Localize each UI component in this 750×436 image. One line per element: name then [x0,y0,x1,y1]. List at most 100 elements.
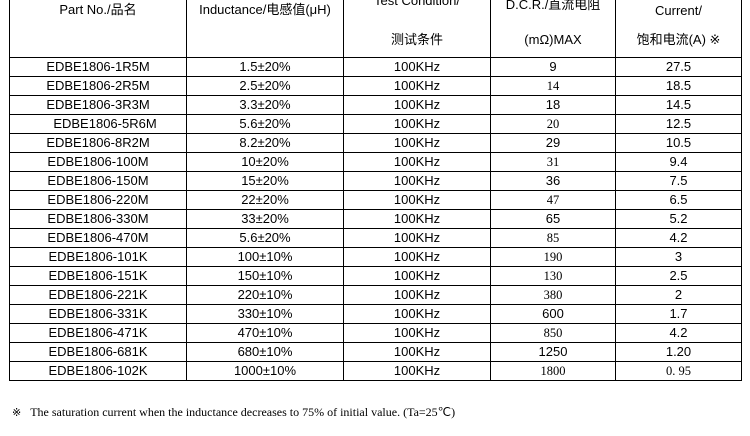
col-header-part-no-label: Part No./品名 [59,2,137,17]
col-header-inductance-label: Inductance/电感值(μH) [199,2,331,17]
test-condition-cell: 100KHz [343,361,491,381]
current-cell: 14.5 [615,95,742,115]
table-row: EDBE1806-2R5M 2.5±20% 100KHz 14 18.5 [9,76,742,96]
inductance-cell: 33±20% [186,209,344,229]
dcr-cell: 29 [490,133,616,153]
dcr-cell: 14 [490,76,616,96]
dcr-cell: 850 [490,323,616,343]
test-condition-cell: 100KHz [343,114,491,134]
inductance-cell: 22±20% [186,190,344,210]
dcr-cell: 600 [490,304,616,324]
table-row: EDBE1806-330M 33±20% 100KHz 65 5.2 [9,209,742,229]
table-row: EDBE1806-151K 150±10% 100KHz 130 2.5 [9,266,742,286]
col-header-current: Current/ 饱和电流(A) ※ [615,0,742,58]
current-cell: 2.5 [615,266,742,286]
part-no-cell: EDBE1806-220M [9,190,187,210]
dcr-cell: 85 [490,228,616,248]
col-header-dcr: D.C.R./直流电阻 (mΩ)MAX [490,0,616,58]
test-condition-cell: 100KHz [343,304,491,324]
inductance-cell: 8.2±20% [186,133,344,153]
inductance-cell: 1000±10% [186,361,344,381]
test-condition-cell: 100KHz [343,228,491,248]
part-no-cell: EDBE1806-681K [9,342,187,362]
test-condition-cell: 100KHz [343,76,491,96]
dcr-cell: 130 [490,266,616,286]
table-row: EDBE1806-221K 220±10% 100KHz 380 2 [9,285,742,305]
test-condition-cell: 100KHz [343,323,491,343]
reference-mark: ※ [12,407,22,419]
part-no-cell: EDBE1806-2R5M [9,76,187,96]
dcr-cell: 47 [490,190,616,210]
test-condition-cell: 100KHz [343,57,491,77]
dcr-cell: 18 [490,95,616,115]
table-row: EDBE1806-102K 1000±10% 100KHz 1800 0. 95 [9,361,742,381]
inductance-cell: 5.6±20% [186,228,344,248]
part-no-cell: EDBE1806-1R5M [9,57,187,77]
table-row: EDBE1806-220M 22±20% 100KHz 47 6.5 [9,190,742,210]
dcr-cell: 1800 [490,361,616,381]
table-header-row: Part No./品名 Inductance/电感值(μH) Test Cond… [9,0,742,58]
inductance-cell: 2.5±20% [186,76,344,96]
table-row: EDBE1806-100M 10±20% 100KHz 31 9.4 [9,152,742,172]
current-cell: 2 [615,285,742,305]
col-header-part-no: Part No./品名 [9,0,187,58]
part-no-cell: EDBE1806-151K [9,266,187,286]
current-cell: 1.7 [615,304,742,324]
current-cell: 1.20 [615,342,742,362]
current-cell: 18.5 [615,76,742,96]
test-condition-cell: 100KHz [343,152,491,172]
table-row: EDBE1806-3R3M 3.3±20% 100KHz 18 14.5 [9,95,742,115]
col-header-current-line1: Current/ [655,3,702,18]
test-condition-cell: 100KHz [343,171,491,191]
part-no-cell: EDBE1806-471K [9,323,187,343]
part-no-cell: EDBE1806-221K [9,285,187,305]
current-cell: 4.2 [615,228,742,248]
part-no-cell: EDBE1806-150M [9,171,187,191]
current-cell: 0. 95 [615,361,742,381]
part-no-cell: EDBE1806-8R2M [9,133,187,153]
inductance-cell: 3.3±20% [186,95,344,115]
test-condition-cell: 100KHz [343,285,491,305]
inductance-cell: 15±20% [186,171,344,191]
inductance-cell: 10±20% [186,152,344,172]
test-condition-cell: 100KHz [343,133,491,153]
current-cell: 4.2 [615,323,742,343]
current-cell: 9.4 [615,152,742,172]
dcr-cell: 380 [490,285,616,305]
current-cell: 7.5 [615,171,742,191]
table-row: EDBE1806-331K 330±10% 100KHz 600 1.7 [9,304,742,324]
table-row: EDBE1806-8R2M 8.2±20% 100KHz 29 10.5 [9,133,742,153]
current-cell: 5.2 [615,209,742,229]
col-header-test-condition: Test Condition/ 测试条件 [343,0,491,58]
part-no-cell: EDBE1806-5R6M [9,114,187,134]
current-cell: 3 [615,247,742,267]
col-header-dcr-line2: (mΩ)MAX [524,32,582,47]
inductor-spec-table: Part No./品名 Inductance/电感值(μH) Test Cond… [9,0,742,381]
table-row: EDBE1806-5R6M 5.6±20% 100KHz 20 12.5 [9,114,742,134]
inductance-cell: 220±10% [186,285,344,305]
table-row: EDBE1806-470M 5.6±20% 100KHz 85 4.2 [9,228,742,248]
part-no-cell: EDBE1806-331K [9,304,187,324]
dcr-cell: 9 [490,57,616,77]
inductance-cell: 150±10% [186,266,344,286]
col-header-dcr-line1: D.C.R./直流电阻 [505,0,601,12]
dcr-cell: 1250 [490,342,616,362]
table-row: EDBE1806-101K 100±10% 100KHz 190 3 [9,247,742,267]
col-header-inductance: Inductance/电感值(μH) [186,0,344,58]
current-cell: 12.5 [615,114,742,134]
footnote: ※ The saturation current when the inducta… [12,405,455,420]
inductance-cell: 680±10% [186,342,344,362]
current-cell: 27.5 [615,57,742,77]
table-row: EDBE1806-150M 15±20% 100KHz 36 7.5 [9,171,742,191]
part-no-cell: EDBE1806-330M [9,209,187,229]
test-condition-cell: 100KHz [343,266,491,286]
inductance-cell: 470±10% [186,323,344,343]
test-condition-cell: 100KHz [343,95,491,115]
current-cell: 6.5 [615,190,742,210]
dcr-cell: 31 [490,152,616,172]
part-no-cell: EDBE1806-100M [9,152,187,172]
part-no-cell: EDBE1806-3R3M [9,95,187,115]
dcr-cell: 65 [490,209,616,229]
part-no-cell: EDBE1806-101K [9,247,187,267]
